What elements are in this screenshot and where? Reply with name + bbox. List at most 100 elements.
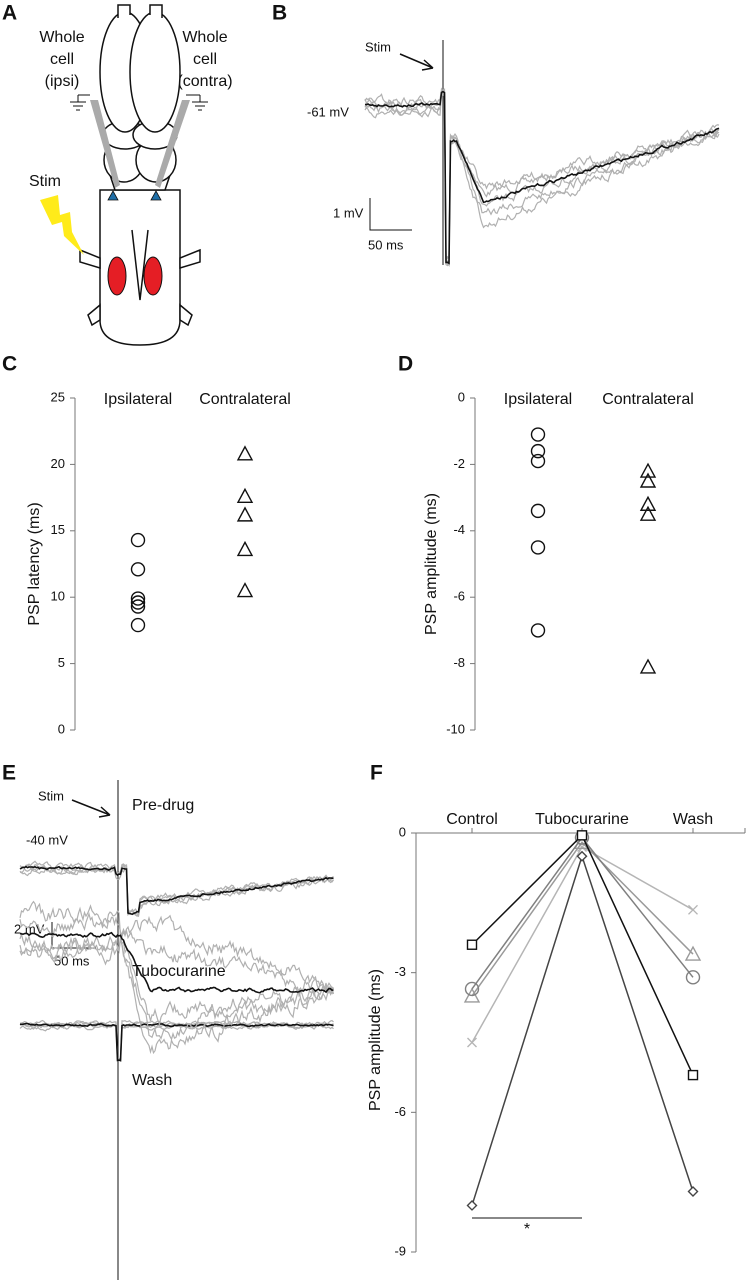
panel-label: A: [2, 2, 17, 25]
series-line: [471, 841, 694, 997]
holding-label: -61 mV: [307, 104, 349, 119]
point: [463, 987, 481, 1003]
x-tick-label: Wash: [673, 811, 713, 828]
point: [236, 445, 254, 461]
trace: [364, 91, 720, 267]
muscle: [143, 256, 163, 296]
trace: [19, 1020, 334, 1061]
y-tick-label: -4: [453, 522, 465, 537]
y-tick-label: 10: [51, 589, 65, 604]
electrode-label: Whole: [39, 29, 84, 46]
y-tick-label: 0: [399, 824, 406, 839]
trace: [364, 88, 720, 259]
stim-bolt: [40, 195, 84, 255]
scale-bar: [369, 198, 412, 231]
electrode-label: cell: [193, 51, 217, 68]
point: [684, 945, 702, 961]
holding-label: -40 mV: [26, 832, 68, 847]
point: [236, 540, 254, 557]
condition-label: Pre-drug: [132, 797, 194, 814]
condition-label: Tubocurarine: [132, 963, 226, 980]
panel-label: E: [2, 762, 16, 785]
panel-label: C: [2, 353, 17, 376]
muscle: [107, 256, 127, 296]
trace: [19, 938, 335, 1055]
electrode-label: (contra): [177, 73, 232, 90]
point: [130, 532, 146, 548]
y-tick-label: -3: [394, 964, 406, 979]
axis-title: PSP amplitude (ms): [423, 493, 440, 635]
y-tick-label: 15: [51, 522, 65, 537]
series-line: [471, 845, 694, 1043]
trace: [19, 931, 334, 994]
scale-label: 1 mV: [333, 205, 364, 220]
y-tick-label: -2: [453, 456, 465, 471]
scale-label: 50 ms: [368, 237, 404, 252]
stim-arrow: [399, 53, 434, 71]
scale-label: 50 ms: [54, 953, 90, 968]
panel-e: E Stim Pre-drug Tubocurarine Wash -40 mV…: [2, 762, 335, 1280]
group-label: Contralateral: [199, 391, 291, 408]
point: [639, 495, 657, 511]
panel-b: B Stim -61 mV 1 mV 50 ms: [272, 2, 720, 267]
y-tick-label: -8: [453, 655, 465, 670]
stim-arrow: [71, 799, 111, 818]
y-tick-label: 0: [458, 389, 465, 404]
trace: [364, 90, 720, 265]
stim-label: Stim: [38, 788, 64, 803]
point: [467, 1037, 477, 1048]
trace: [19, 860, 334, 918]
point: [130, 595, 146, 610]
point: [130, 591, 146, 606]
point: [530, 503, 546, 519]
y-tick-label: 5: [58, 655, 65, 670]
electrode-label: cell: [50, 51, 74, 68]
panel-label: F: [370, 762, 383, 785]
y-tick-label: -6: [453, 589, 465, 604]
x-tick-label: Tubocurarine: [535, 811, 629, 828]
series-line: [471, 834, 694, 1076]
y-tick-label: 20: [51, 456, 65, 471]
axis-title: PSP latency (ms): [26, 502, 43, 625]
point: [466, 1199, 478, 1211]
group-label: Ipsilateral: [104, 391, 172, 408]
electrode-label: (ipsi): [45, 73, 80, 90]
point: [130, 562, 146, 577]
point: [530, 623, 546, 638]
group-label: Ipsilateral: [504, 391, 572, 408]
point: [576, 830, 588, 841]
neuron: [107, 190, 162, 201]
point: [576, 850, 588, 862]
point: [639, 505, 657, 521]
point: [639, 658, 657, 674]
significance-label: *: [524, 1221, 530, 1238]
panel-label: D: [398, 353, 413, 376]
point: [530, 453, 546, 469]
trace: [19, 1022, 334, 1062]
stim-label: Stim: [29, 173, 61, 190]
panel-a: A Whole cell (ipsi) Whole cell (contra) …: [2, 2, 233, 346]
point: [236, 487, 254, 503]
stim-label: Stim: [365, 39, 391, 54]
trace: [19, 912, 334, 997]
trace: [19, 931, 334, 1027]
trace: [19, 1023, 334, 1062]
point: [687, 1185, 699, 1197]
point: [639, 462, 657, 478]
electrode: [155, 100, 190, 188]
point: [236, 582, 254, 598]
y-tick-label: 0: [58, 721, 65, 736]
electrode: [90, 100, 120, 188]
trace: [19, 865, 334, 916]
trace: [19, 900, 335, 996]
point: [466, 939, 478, 950]
trace: [364, 90, 720, 267]
trace: [19, 863, 334, 918]
y-tick-label: -9: [394, 1243, 406, 1258]
condition-label: Wash: [132, 1072, 172, 1089]
y-tick-label: -10: [446, 721, 465, 736]
group-label: Contralateral: [602, 391, 694, 408]
y-tick-label: -6: [394, 1104, 406, 1119]
